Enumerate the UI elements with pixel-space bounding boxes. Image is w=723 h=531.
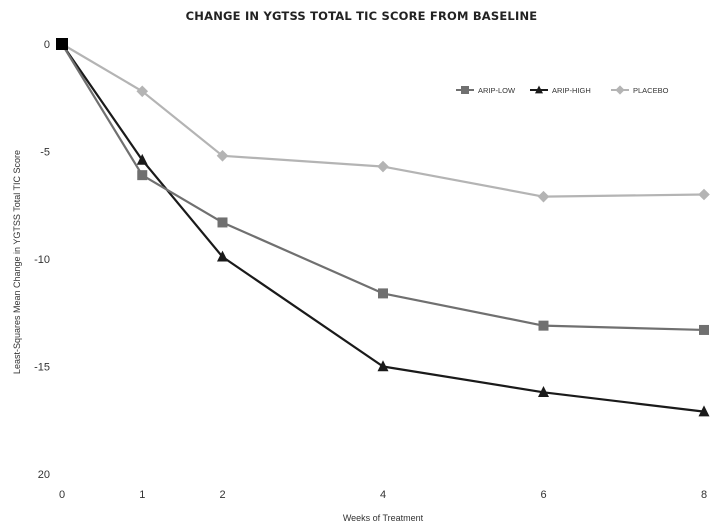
data-point-placebo [377, 160, 389, 173]
series-line-arip-high [61, 43, 705, 413]
legend-item-arip-high: ARIP-HIGH [530, 85, 591, 95]
data-point-placebo [136, 85, 149, 98]
legend-marker-placebo [615, 85, 625, 95]
data-point-placebo [698, 188, 710, 201]
y-tick-label: -5 [40, 147, 50, 159]
series-layer [56, 38, 710, 417]
x-axis-label: Weeks of Treatment [343, 513, 424, 523]
legend: ARIP-LOW ARIP-HIGH PLACEBO [456, 85, 669, 95]
legend-label-arip-high: ARIP-HIGH [552, 86, 591, 95]
legend-marker-arip-high [535, 85, 543, 94]
series-line-arip-low [61, 43, 705, 332]
x-tick-label: 6 [540, 489, 546, 501]
x-tick-label: 0 [59, 489, 65, 501]
legend-label-placebo: PLACEBO [633, 86, 669, 95]
data-point-arip-low [538, 320, 549, 331]
x-tick-label: 4 [380, 489, 386, 501]
legend-label-arip-low: ARIP-LOW [478, 86, 516, 95]
y-axis-label: Least-Squares Mean Change in YGTSS Total… [12, 150, 22, 374]
data-point-arip-high [217, 250, 228, 262]
series-placebo [61, 43, 710, 203]
data-point-arip-low [137, 170, 148, 181]
data-point-arip-high [136, 153, 148, 165]
data-point-arip-high [377, 360, 389, 372]
data-point-arip-low [699, 324, 709, 335]
series-arip-high [61, 43, 710, 417]
legend-marker-arip-low [461, 86, 469, 94]
data-point-arip-low [378, 288, 388, 299]
baseline-point [56, 38, 68, 50]
y-tick-label: -10 [34, 254, 50, 266]
x-tick-label: 8 [701, 489, 707, 501]
data-point-arip-high [698, 405, 710, 417]
series-line-placebo [61, 43, 705, 198]
data-point-placebo [216, 150, 229, 162]
legend-item-arip-low: ARIP-LOW [456, 86, 516, 95]
y-tick-label: 20 [38, 469, 50, 481]
x-tick-label: 2 [219, 489, 225, 501]
chart-title: CHANGE IN YGTSS TOTAL TIC SCORE FROM BAS… [185, 9, 538, 23]
series-arip-low [61, 43, 709, 335]
y-tick-label: 0 [44, 39, 50, 51]
data-point-placebo [537, 190, 550, 203]
data-point-arip-low [217, 217, 228, 228]
legend-item-placebo: PLACEBO [611, 85, 669, 95]
data-point-arip-high [538, 386, 549, 398]
axis-layer: 0 1 2 4 6 8 0 -5 -10 -15 20 [34, 39, 707, 501]
y-tick-label: -15 [34, 362, 50, 374]
x-tick-label: 1 [139, 489, 145, 501]
